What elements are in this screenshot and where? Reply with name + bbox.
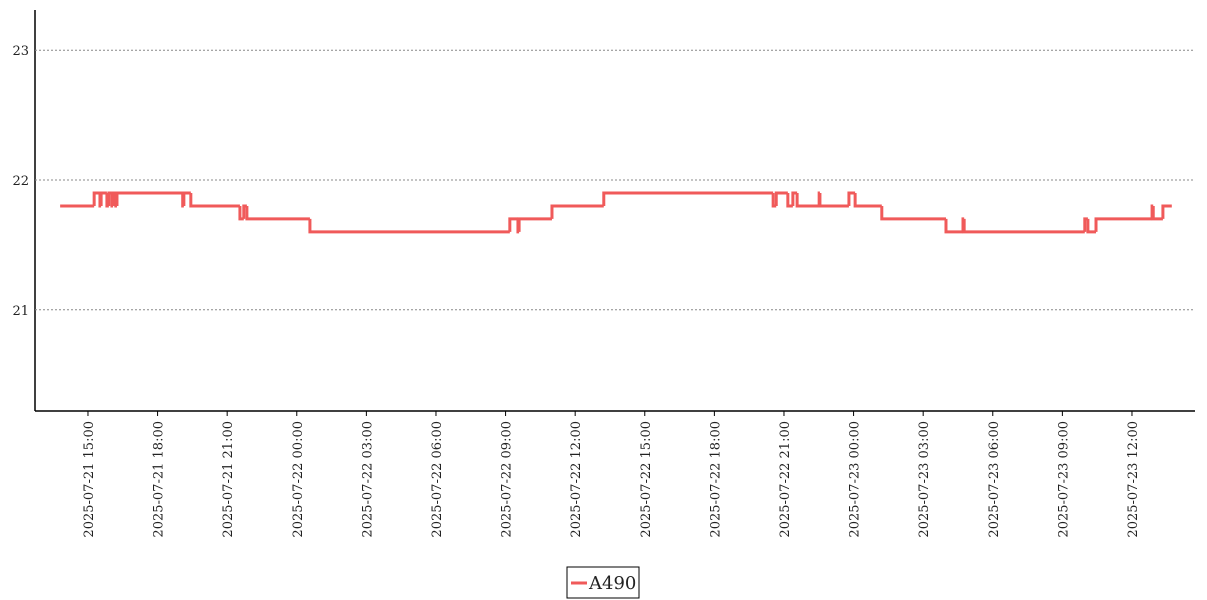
y-tick-label: 22 bbox=[12, 174, 29, 189]
x-tick-label: 2025-07-21 21:00 bbox=[221, 421, 236, 538]
line-step bbox=[847, 191, 856, 206]
legend-label: A490 bbox=[588, 573, 636, 594]
line-step bbox=[308, 218, 510, 234]
line-step bbox=[1161, 204, 1172, 219]
x-tick-label: 2025-07-23 09:00 bbox=[1056, 421, 1071, 538]
line-step bbox=[182, 191, 191, 206]
line-step bbox=[115, 191, 183, 206]
line-step bbox=[774, 191, 788, 206]
x-tick-label: 2025-07-23 03:00 bbox=[917, 421, 932, 538]
line-step bbox=[818, 192, 849, 208]
x-tick-label: 2025-07-22 15:00 bbox=[639, 421, 654, 538]
x-tick-label: 2025-07-22 09:00 bbox=[500, 421, 515, 538]
x-tick-label: 2025-07-23 06:00 bbox=[987, 421, 1002, 538]
line-step bbox=[786, 192, 793, 208]
line-step bbox=[795, 192, 820, 208]
line-step bbox=[508, 217, 518, 232]
line-step bbox=[517, 217, 552, 232]
line-step bbox=[105, 192, 109, 208]
x-tick-label: 2025-07-21 18:00 bbox=[152, 421, 167, 538]
x-tick-label: 2025-07-22 03:00 bbox=[360, 421, 375, 538]
line-step bbox=[1086, 218, 1097, 234]
line-step bbox=[550, 204, 604, 219]
x-tick-label: 2025-07-21 15:00 bbox=[82, 421, 97, 538]
line-step bbox=[880, 205, 946, 221]
line-step bbox=[1083, 217, 1088, 232]
x-tick-label: 2025-07-23 00:00 bbox=[848, 421, 863, 538]
line-step bbox=[99, 191, 107, 206]
x-tick-label: 2025-07-22 21:00 bbox=[778, 421, 793, 538]
x-tick-label: 2025-07-22 06:00 bbox=[430, 421, 445, 538]
x-tick-label: 2025-07-22 12:00 bbox=[569, 421, 584, 538]
line-step bbox=[189, 192, 240, 208]
line-step bbox=[853, 192, 882, 208]
line-step bbox=[944, 218, 963, 234]
line-step bbox=[1151, 205, 1163, 221]
line-step bbox=[1094, 217, 1153, 232]
x-tick-label: 2025-07-23 12:00 bbox=[1126, 421, 1141, 538]
line-step bbox=[962, 218, 1085, 234]
legend: A490 bbox=[566, 566, 640, 599]
line-step bbox=[771, 192, 777, 208]
line-step bbox=[92, 191, 100, 206]
x-tick-label: 2025-07-22 18:00 bbox=[708, 421, 723, 538]
line-step bbox=[602, 191, 774, 206]
line-step bbox=[245, 205, 310, 221]
y-tick-label: 21 bbox=[12, 304, 29, 319]
y-tick-label: 23 bbox=[12, 44, 29, 59]
x-tick-label: 2025-07-22 00:00 bbox=[291, 421, 306, 538]
